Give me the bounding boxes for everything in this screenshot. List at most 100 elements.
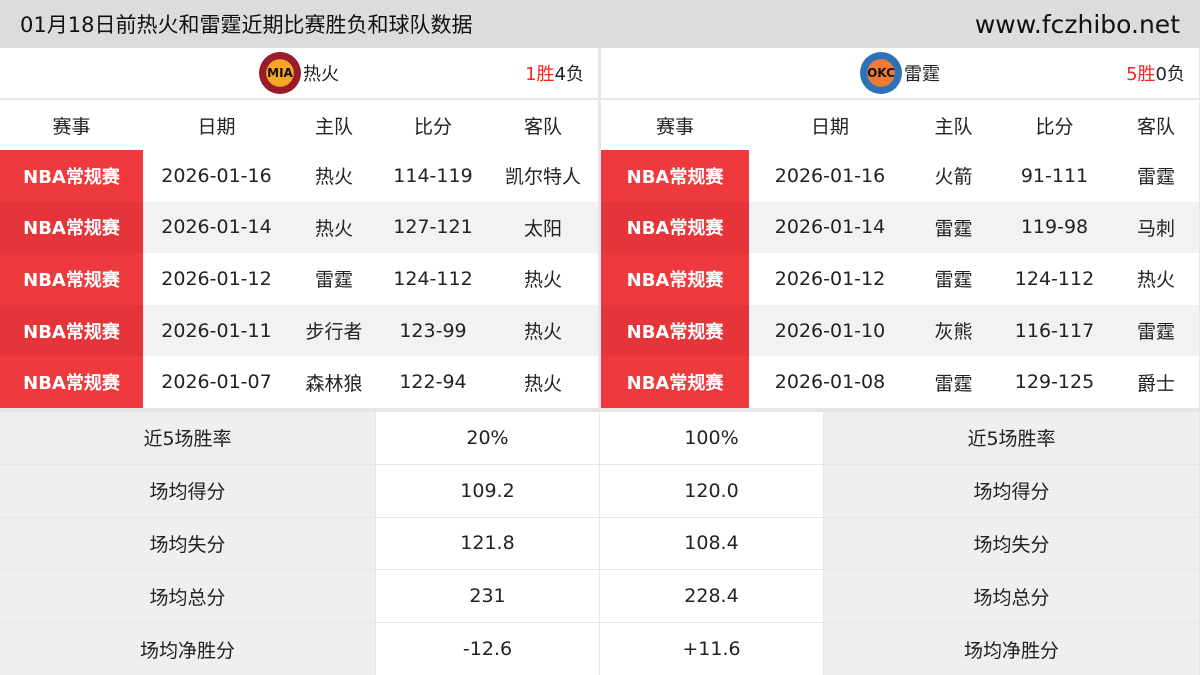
game-date: 2026-01-16	[161, 164, 272, 187]
game-home[interactable]: 雷霆	[911, 201, 996, 254]
game-event[interactable]: NBA常规赛	[0, 304, 143, 357]
game-home[interactable]: 雷霆	[314, 269, 353, 292]
stat-label-left: 场均净胜分	[0, 623, 376, 675]
stat-value-left: 121.8	[376, 517, 600, 570]
game-score: 127-121	[378, 201, 488, 254]
game-date: 2026-01-16	[774, 164, 886, 187]
game-event[interactable]: NBA常规赛	[0, 201, 143, 254]
column-header-row: 赛事 日期 主队 比分 客队	[0, 100, 598, 150]
game-row: NBA常规赛 2026-01-08 雷霆 129-125 爵士	[601, 356, 1199, 408]
column-header: 比分	[413, 115, 452, 138]
game-event[interactable]: NBA常规赛	[601, 253, 749, 305]
stat-label-left: 场均失分	[0, 517, 376, 570]
stat-value-left: 109.2	[376, 464, 600, 517]
stat-row: 场均总分 231 228.4 场均总分	[0, 569, 1200, 623]
stats-table: 近5场胜率 20% 100% 近5场胜率 场均得分 109.2 120.0 场均…	[0, 411, 1200, 675]
game-event[interactable]: NBA常规赛	[601, 356, 749, 408]
stat-row: 场均得分 109.2 120.0 场均得分	[0, 463, 1200, 517]
game-event[interactable]: NBA常规赛	[601, 150, 749, 202]
stat-label-right: 场均失分	[824, 517, 1200, 570]
game-away[interactable]: 热火	[488, 304, 598, 357]
game-event[interactable]: NBA常规赛	[601, 304, 749, 357]
game-row: NBA常规赛 2026-01-14 热火 127-121 太阳	[0, 201, 598, 254]
game-row: NBA常规赛 2026-01-12 雷霆 124-112 热火	[0, 253, 598, 305]
game-score: 116-117	[996, 304, 1113, 357]
stat-label-right: 场均净胜分	[824, 623, 1200, 675]
game-date: 2026-01-10	[749, 304, 911, 357]
game-away[interactable]: 雷霆	[1136, 166, 1175, 189]
team-record: 1胜4负	[525, 64, 584, 85]
stat-label-left: 近5场胜率	[0, 412, 376, 464]
stat-value-right: +11.6	[600, 623, 824, 675]
game-home[interactable]: 森林狼	[305, 372, 363, 395]
team-logo-icon: OKC	[860, 52, 902, 94]
game-row: NBA常规赛 2026-01-12 雷霆 124-112 热火	[601, 253, 1199, 305]
game-date: 2026-01-12	[161, 267, 272, 290]
game-event[interactable]: NBA常规赛	[0, 356, 143, 408]
game-score: 122-94	[399, 371, 467, 394]
game-home[interactable]: 雷霆	[934, 269, 973, 292]
game-row: NBA常规赛 2026-01-16 火箭 91-111 雷霆	[601, 150, 1199, 202]
team-header: MIA 热火 1胜4负	[0, 48, 598, 100]
game-away[interactable]: 热火	[1136, 269, 1175, 292]
game-event[interactable]: NBA常规赛	[0, 253, 143, 305]
stat-label-right: 场均总分	[824, 570, 1200, 623]
game-away[interactable]: 凯尔特人	[504, 166, 581, 189]
game-home[interactable]: 步行者	[290, 304, 378, 357]
stat-value-left: 20%	[376, 412, 600, 464]
game-row: NBA常规赛 2026-01-14 雷霆 119-98 马刺	[601, 201, 1199, 254]
game-home[interactable]: 热火	[290, 201, 378, 254]
game-away[interactable]: 爵士	[1136, 372, 1175, 395]
game-away[interactable]: 热火	[523, 269, 562, 292]
column-header: 日期	[197, 115, 236, 138]
game-score: 114-119	[393, 164, 473, 187]
stat-row: 场均净胜分 -12.6 +11.6 场均净胜分	[0, 622, 1200, 675]
game-home[interactable]: 雷霆	[934, 372, 973, 395]
game-away[interactable]: 雷霆	[1113, 304, 1199, 357]
game-date: 2026-01-07	[161, 371, 272, 394]
game-score: 91-111	[1020, 164, 1089, 187]
game-away[interactable]: 热火	[523, 372, 562, 395]
stat-value-right: 120.0	[600, 464, 824, 517]
game-date: 2026-01-12	[774, 267, 886, 290]
column-header: 赛事	[655, 115, 694, 138]
column-header-row: 赛事 日期 主队 比分 客队	[601, 100, 1199, 150]
game-score: 119-98	[996, 201, 1113, 254]
game-home[interactable]: 热火	[314, 166, 353, 189]
team-name[interactable]: 热火	[303, 64, 339, 85]
team-name[interactable]: 雷霆	[904, 64, 940, 85]
column-header: 日期	[810, 115, 849, 138]
game-row: NBA常规赛 2026-01-07 森林狼 122-94 热火	[0, 356, 598, 408]
game-row: NBA常规赛 2026-01-11 步行者 123-99 热火	[0, 304, 598, 357]
stat-label-right: 场均得分	[824, 464, 1200, 517]
game-score: 129-125	[1014, 371, 1095, 394]
game-score: 124-112	[393, 267, 473, 290]
game-score: 123-99	[378, 304, 488, 357]
title-bar: 01月18日前热火和雷霆近期比赛胜负和球队数据 www.fczhibo.net	[0, 0, 1200, 48]
stat-label-left: 场均总分	[0, 570, 376, 623]
left-team-panel: MIA 热火 1胜4负 赛事 日期 主队 比分 客队 NBA常规赛 2026-01-16 热火 1…	[0, 48, 598, 408]
game-away[interactable]: 太阳	[488, 201, 598, 254]
column-header: 客队	[1136, 115, 1175, 138]
page-title: 01月18日前热火和雷霆近期比赛胜负和球队数据	[20, 13, 473, 37]
game-date: 2026-01-14	[749, 201, 911, 254]
game-date: 2026-01-08	[774, 371, 886, 394]
game-home[interactable]: 灰熊	[911, 304, 996, 357]
team-header: OKC 雷霆 5胜0负	[601, 48, 1199, 100]
column-header: 主队	[934, 115, 973, 138]
game-row: NBA常规赛 2026-01-10 灰熊 116-117 雷霆	[601, 304, 1199, 357]
stat-label-right: 近5场胜率	[824, 412, 1200, 464]
stat-value-right: 100%	[600, 412, 824, 464]
game-event[interactable]: NBA常规赛	[0, 150, 143, 202]
game-event[interactable]: NBA常规赛	[601, 201, 749, 254]
game-row: NBA常规赛 2026-01-16 热火 114-119 凯尔特人	[0, 150, 598, 202]
stat-row: 场均失分 121.8 108.4 场均失分	[0, 516, 1200, 570]
stat-value-right: 228.4	[600, 570, 824, 623]
game-away[interactable]: 马刺	[1113, 201, 1199, 254]
right-team-panel: OKC 雷霆 5胜0负赛事 日期 主队 比分 客队 NBA常规赛 2026-01-16 火箭 9…	[601, 48, 1199, 408]
game-home[interactable]: 火箭	[934, 166, 973, 189]
stat-value-left: -12.6	[376, 623, 600, 675]
column-header: 客队	[523, 115, 562, 138]
site-url[interactable]: www.fczhibo.net	[974, 9, 1180, 39]
column-header: 比分	[1035, 115, 1074, 138]
